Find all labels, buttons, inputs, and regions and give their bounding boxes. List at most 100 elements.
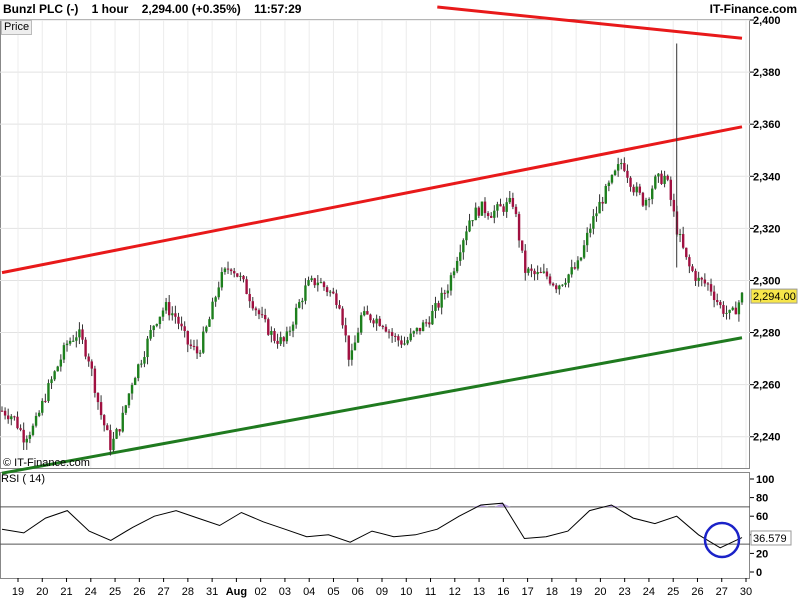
candle-body [251, 301, 254, 309]
candle-body [527, 268, 530, 273]
rsi-panel-frame [0, 472, 750, 579]
trend-line-upper-resistance [437, 5, 743, 40]
candle-body [722, 305, 725, 314]
price-tick-label: 2,260 [753, 380, 781, 392]
candle-body [109, 430, 112, 451]
time-tick-label: 03 [279, 586, 291, 598]
candle-body [267, 319, 270, 335]
candle-body [694, 270, 697, 281]
candle-body [34, 415, 38, 426]
candle-body [542, 271, 546, 273]
candle-body [381, 325, 385, 327]
candle-body [359, 315, 363, 333]
candle-body [195, 346, 199, 354]
candle-body [669, 179, 672, 200]
time-tick-label: 16 [497, 586, 509, 598]
candle-body [242, 275, 245, 280]
time-tick-label: 10 [400, 586, 412, 598]
candle-body [366, 311, 369, 315]
time-tick-label: 04 [303, 586, 315, 598]
candle-body [319, 282, 323, 284]
candle-body [561, 284, 564, 286]
candle-body [325, 287, 329, 293]
time-tick-label: 24 [643, 586, 655, 598]
candle-body [22, 429, 25, 443]
candle-body [548, 276, 552, 284]
candle-body [174, 313, 177, 317]
candle-body [579, 257, 583, 261]
candle-body [180, 323, 183, 327]
candle-body [59, 359, 63, 367]
candle-body [214, 297, 217, 302]
candle-body [301, 300, 304, 303]
rsi-last-box [750, 530, 792, 546]
trend-line-channel-support [1, 336, 743, 475]
candle-body [712, 291, 716, 301]
candle-body [737, 302, 741, 315]
candle-body [685, 247, 688, 258]
time-tick-label: 06 [352, 586, 364, 598]
candle-body [502, 206, 505, 212]
candle-body [177, 316, 180, 324]
time-tick-label: 20 [594, 586, 606, 598]
candle-body [632, 186, 635, 193]
candle-body [19, 428, 22, 430]
candle-body [545, 271, 549, 277]
candle-body [285, 331, 289, 342]
candle-body [697, 277, 700, 281]
candle-body [233, 271, 236, 274]
candle-body [353, 342, 357, 351]
time-tick-label: 09 [376, 586, 388, 598]
candle-body [3, 410, 7, 416]
candle-body [189, 344, 193, 346]
candle-body [400, 340, 403, 345]
candle-body [703, 279, 707, 284]
copyright-label: © IT-Finance.com [3, 457, 90, 469]
candle-body [409, 333, 412, 341]
candle-body [641, 192, 645, 206]
candle-body [716, 300, 719, 303]
time-tick-label: 27 [716, 586, 728, 598]
candle-body [570, 267, 573, 275]
candle-body [198, 352, 202, 354]
candle-body [589, 228, 592, 233]
candle-body [75, 337, 78, 341]
last-price-box [750, 288, 798, 304]
candle-body [483, 201, 487, 214]
candle-body [421, 322, 425, 332]
candle-body [106, 425, 109, 431]
time-tick-label: 17 [521, 586, 533, 598]
candle-body [335, 293, 338, 305]
candle-body [369, 314, 372, 321]
candle-body [520, 240, 524, 251]
candle-body [65, 343, 69, 346]
candle-body [226, 268, 230, 270]
rsi-overbought-fill [472, 503, 620, 507]
candle-body [524, 250, 527, 273]
candle-body [654, 176, 657, 189]
candle-body [514, 206, 518, 215]
candle-body [728, 309, 731, 313]
candle-body [555, 285, 558, 290]
time-tick-label: 23 [619, 586, 631, 598]
time-tick-label: 27 [157, 586, 169, 598]
candle-body [657, 173, 660, 177]
candle-body [505, 202, 508, 212]
candle-body [288, 330, 292, 332]
time-tick-label: 13 [473, 586, 485, 598]
candle-body [486, 213, 490, 216]
candle-body [350, 350, 354, 360]
candle-body [192, 345, 196, 347]
candle-body [41, 400, 44, 413]
candle-body [660, 173, 663, 184]
candle-body [626, 170, 629, 178]
candle-body [678, 234, 682, 236]
candle-body [294, 307, 298, 325]
candle-body [449, 275, 453, 291]
candle-body [613, 170, 617, 175]
last-price-value: 2,294.00 [753, 291, 796, 303]
candle-body [72, 340, 75, 342]
candle-body [50, 379, 53, 384]
candle-body [260, 314, 264, 316]
rsi-tick-label: 80 [756, 493, 768, 505]
